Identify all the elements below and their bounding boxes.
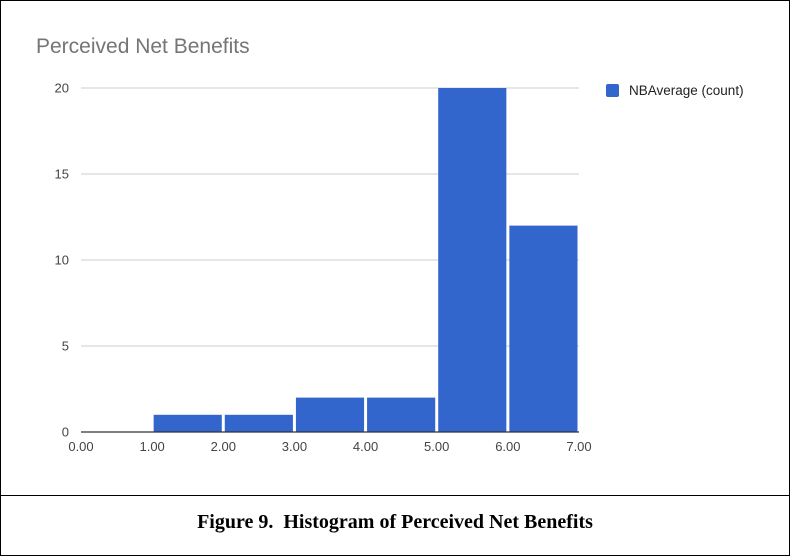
legend-swatch (606, 83, 619, 97)
x-tick-label: 2.00 (211, 439, 236, 454)
caption-divider (1, 495, 789, 496)
y-tick-label: 20 (55, 81, 69, 96)
y-tick-label: 10 (55, 253, 69, 268)
legend: NBAverage (count) (606, 80, 744, 100)
x-tick-label: 3.00 (282, 439, 307, 454)
histogram-plot: 0 5 10 15 20 0.00 1.00 2.00 3.00 4.00 5.00 6.00 7.00 (55, 81, 592, 455)
x-tick-label: 7.00 (566, 439, 591, 454)
histogram-bar (224, 414, 293, 432)
y-tick-label: 5 (62, 339, 69, 354)
histogram-bar (438, 88, 507, 432)
figure-caption: Figure 9. Histogram of Perceived Net Ben… (197, 511, 593, 533)
histogram-bar (153, 414, 222, 432)
histogram-bar (367, 397, 436, 432)
x-tick-label: 1.00 (139, 439, 164, 454)
x-tick-label: 5.00 (424, 439, 449, 454)
y-tick-label: 15 (55, 167, 69, 182)
x-tick-label: 0.00 (68, 439, 93, 454)
legend-label: NBAverage (count) (629, 82, 744, 98)
histogram-bar (509, 225, 578, 432)
histogram-bar (295, 397, 365, 432)
x-tick-label: 6.00 (495, 439, 520, 454)
y-tick-label: 0 (62, 425, 69, 440)
chart-title: Perceived Net Benefits (36, 35, 250, 58)
x-tick-label: 4.00 (353, 439, 378, 454)
